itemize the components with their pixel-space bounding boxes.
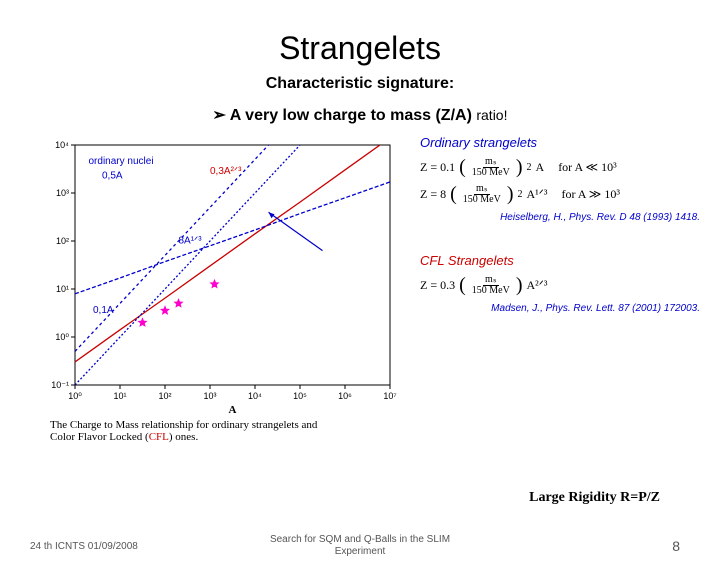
formula-3: Z = 0.3 ( mₛ 150 MeV ) A²ᐟ³ (420, 274, 700, 297)
formula-2: Z = 8 ( mₛ 150 MeV ) 2 A¹ᐟ³ for A ≫ 10³ (420, 183, 700, 206)
svg-text:10⁷: 10⁷ (383, 391, 396, 401)
formula3-z: Z = 0.3 (420, 278, 455, 293)
svg-text:0,3A²ᐟ³: 0,3A²ᐟ³ (210, 166, 242, 177)
rparen-icon: ) (516, 274, 523, 297)
svg-text:10⁵: 10⁵ (293, 391, 307, 401)
svg-text:10²: 10² (56, 236, 69, 246)
svg-text:10¹: 10¹ (113, 391, 126, 401)
svg-text:10⁴: 10⁴ (55, 140, 69, 150)
frac-den: 150 MeV (461, 195, 503, 205)
formula1-tail: A (536, 160, 545, 175)
formula-1: Z = 0.1 ( mₛ 150 MeV ) 2 A for A ≪ 10³ (420, 156, 700, 179)
content-row: 10⁰10¹10²10³10⁴10⁵10⁶10⁷10⁻¹10⁰10¹10²10³… (0, 135, 720, 443)
svg-text:10⁰: 10⁰ (55, 332, 69, 342)
svg-text:10³: 10³ (56, 188, 69, 198)
bullet-suffix: ratio! (476, 107, 507, 123)
bullet-arrow: ➢ (213, 107, 226, 124)
svg-text:0,5A: 0,5A (102, 171, 123, 182)
svg-text:10⁻¹: 10⁻¹ (51, 380, 69, 390)
formula1-exp: 2 (527, 162, 532, 173)
bullet-line: ➢ A very low charge to mass (Z/A) ratio! (0, 105, 720, 125)
formula1-z: Z = 0.1 (420, 160, 455, 175)
svg-text:10⁴: 10⁴ (248, 391, 262, 401)
footer: 24 th ICNTS 01/09/2008 Search for SQM an… (0, 534, 720, 558)
citation-2: Madsen, J., Phys. Rev. Lett. 87 (2001) 1… (420, 303, 700, 314)
formula2-frac: mₛ 150 MeV (461, 184, 503, 205)
caption-line2-post: ) ones. (169, 431, 198, 443)
ordinary-label: Ordinary strangelets (420, 135, 700, 150)
svg-text:10¹: 10¹ (56, 284, 69, 294)
rparen-icon: ) (507, 183, 514, 206)
bullet-text: A very low charge to mass (Z/A) (230, 107, 472, 124)
formula1-cond: for A ≪ 10³ (558, 160, 617, 175)
right-column: Ordinary strangelets Z = 0.1 ( mₛ 150 Me… (410, 135, 700, 443)
citation-1: Heiselberg, H., Phys. Rev. D 48 (1993) 1… (420, 212, 700, 223)
svg-text:0,1A: 0,1A (93, 305, 114, 316)
lparen-icon: ( (450, 183, 457, 206)
svg-text:10³: 10³ (203, 391, 216, 401)
footer-left: 24 th ICNTS 01/09/2008 (30, 541, 138, 552)
rparen-icon: ) (516, 156, 523, 179)
caption-line1: The Charge to Mass relationship for ordi… (50, 419, 317, 431)
caption-line2-pre: Color Flavor Locked ( (50, 431, 149, 443)
svg-text:8A¹ᐟ³: 8A¹ᐟ³ (179, 235, 203, 246)
left-column: 10⁰10¹10²10³10⁴10⁵10⁶10⁷10⁻¹10⁰10¹10²10³… (20, 135, 410, 443)
formula3-tail: A²ᐟ³ (527, 278, 548, 293)
svg-text:ordinary nuclei: ordinary nuclei (89, 156, 154, 167)
svg-text:10⁶: 10⁶ (338, 391, 352, 401)
subtitle: Characteristic signature: (0, 75, 720, 93)
svg-text:A: A (229, 404, 237, 415)
formula2-tail: A¹ᐟ³ (527, 187, 548, 202)
formula1-frac: mₛ 150 MeV (470, 157, 512, 178)
chart-svg: 10⁰10¹10²10³10⁴10⁵10⁶10⁷10⁻¹10⁰10¹10²10³… (30, 135, 400, 415)
chart-caption: The Charge to Mass relationship for ordi… (50, 419, 410, 443)
frac-den: 150 MeV (470, 286, 512, 296)
frac-den: 150 MeV (470, 168, 512, 178)
formula3-frac: mₛ 150 MeV (470, 275, 512, 296)
svg-text:10²: 10² (158, 391, 171, 401)
page-title: Strangelets (0, 30, 720, 67)
lparen-icon: ( (459, 274, 466, 297)
footer-center-l2: Experiment (335, 546, 386, 557)
rigidity-text: Large Rigidity R=P/Z (529, 490, 660, 506)
formula2-z: Z = 8 (420, 187, 446, 202)
formula2-exp: 2 (518, 189, 523, 200)
cfl-label: CFL Strangelets (420, 253, 700, 268)
formula2-cond: for A ≫ 10³ (561, 187, 620, 202)
caption-cfl: CFL (149, 431, 169, 443)
svg-text:10⁰: 10⁰ (68, 391, 82, 401)
footer-page-number: 8 (672, 538, 680, 554)
lparen-icon: ( (459, 156, 466, 179)
chart: 10⁰10¹10²10³10⁴10⁵10⁶10⁷10⁻¹10⁰10¹10²10³… (30, 135, 400, 415)
